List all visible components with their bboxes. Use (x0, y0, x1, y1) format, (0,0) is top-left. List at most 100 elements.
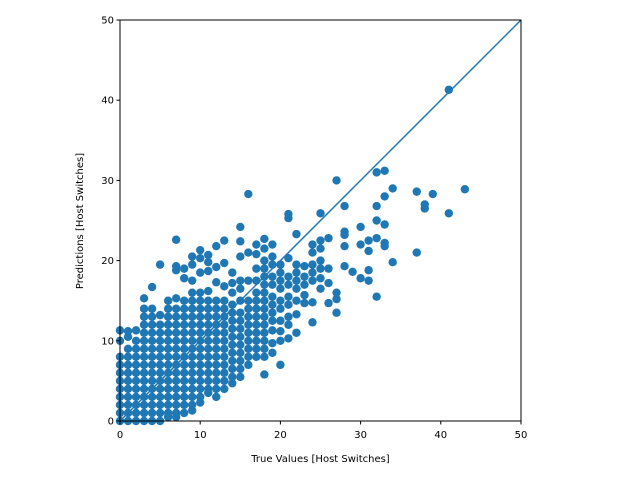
data-point (268, 348, 277, 358)
data-point (139, 384, 149, 394)
data-point (268, 272, 277, 281)
data-point (187, 400, 197, 410)
data-point (204, 344, 213, 354)
data-point (244, 276, 253, 285)
data-point (171, 384, 181, 394)
data-point (236, 324, 245, 333)
data-point (212, 392, 221, 402)
data-point (163, 336, 173, 345)
data-point (196, 320, 205, 329)
data-point (292, 328, 301, 337)
data-point (252, 240, 261, 249)
y-tick-label: 30 (101, 176, 114, 187)
data-point (220, 258, 229, 268)
data-point (131, 326, 141, 335)
data-point (228, 308, 237, 317)
data-point (236, 316, 245, 325)
data-point (163, 304, 173, 313)
data-point (340, 262, 349, 271)
data-point (308, 260, 317, 269)
data-point (444, 209, 454, 218)
data-point (139, 344, 149, 354)
data-point (212, 384, 221, 394)
data-point (284, 272, 293, 281)
data-point (292, 268, 301, 277)
data-point (228, 372, 237, 382)
data-point (220, 376, 229, 386)
data-point (268, 300, 277, 309)
data-point (316, 244, 325, 253)
data-point (252, 288, 261, 297)
data-point (139, 312, 149, 321)
data-point (220, 282, 229, 291)
data-point (252, 320, 261, 329)
data-point (292, 296, 301, 305)
x-axis: 0 10 20 30 40 50 (117, 421, 527, 441)
data-point (171, 336, 181, 345)
data-point (268, 252, 277, 261)
data-point (236, 222, 245, 232)
data-point (260, 304, 269, 313)
data-point (163, 344, 173, 354)
data-point (163, 376, 173, 386)
data-point (268, 240, 277, 249)
data-point (196, 368, 205, 378)
data-point (244, 296, 253, 305)
data-point (244, 304, 253, 313)
data-point (236, 372, 245, 382)
data-point (171, 376, 181, 386)
data-point (332, 288, 341, 297)
data-point (268, 326, 277, 335)
data-point (139, 294, 149, 303)
data-point (284, 334, 293, 343)
data-point (284, 312, 293, 321)
data-point (204, 384, 213, 394)
data-point (196, 312, 205, 321)
data-point (252, 249, 261, 259)
data-point (196, 296, 205, 305)
y-axis: 0 10 20 30 40 50 (101, 16, 120, 428)
data-point (212, 328, 221, 337)
data-point (308, 268, 317, 277)
data-point (204, 258, 213, 267)
data-point (412, 248, 421, 257)
y-tick-label: 0 (108, 417, 114, 428)
data-point (171, 320, 181, 329)
data-point (356, 222, 365, 232)
data-point (179, 304, 189, 313)
data-point (316, 256, 325, 265)
data-point (340, 227, 349, 236)
data-point (260, 234, 269, 244)
data-point (179, 312, 189, 321)
data-point (244, 312, 253, 321)
data-point (460, 185, 470, 194)
data-point (196, 328, 205, 337)
data-point (260, 288, 269, 297)
data-point (260, 312, 269, 321)
data-point (147, 392, 157, 402)
data-point (300, 272, 309, 281)
data-point (196, 288, 205, 297)
data-point (316, 236, 325, 245)
data-point (155, 360, 165, 370)
data-point (171, 392, 181, 402)
data-point (171, 262, 181, 271)
data-point (196, 384, 205, 394)
data-point (228, 379, 237, 388)
data-point (131, 384, 141, 394)
data-point (220, 296, 229, 305)
data-point (228, 340, 237, 350)
data-point (147, 408, 157, 418)
data-point (171, 304, 181, 313)
data-point (268, 308, 277, 317)
data-point (356, 274, 365, 283)
data-point (228, 332, 237, 341)
data-point (300, 290, 309, 300)
data-point (171, 344, 181, 354)
data-point (236, 340, 245, 350)
data-point (292, 229, 301, 239)
data-point (179, 408, 189, 418)
data-point (179, 264, 189, 273)
data-point (212, 360, 221, 370)
